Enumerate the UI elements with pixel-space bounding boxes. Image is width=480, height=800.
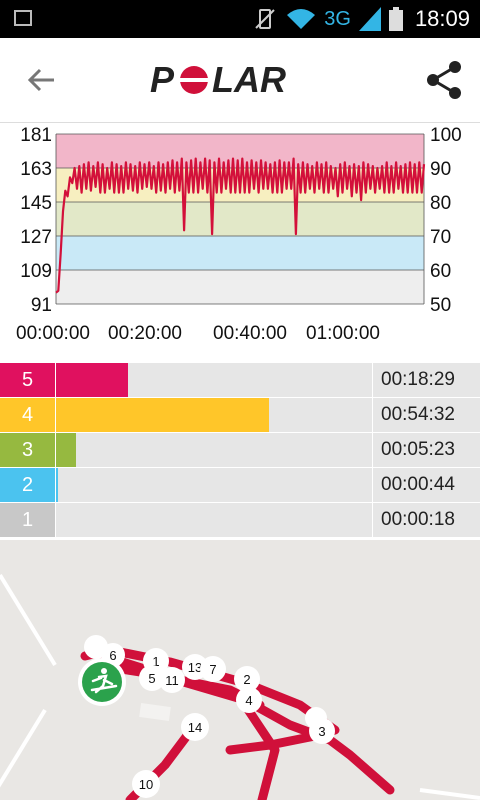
svg-text:5: 5 (148, 671, 155, 686)
zone-bar (55, 398, 270, 432)
y-tick-right: 100 (430, 125, 462, 146)
x-tick: 00:00:00 (16, 323, 90, 344)
zone-band-3 (56, 202, 424, 236)
svg-text:2: 2 (243, 672, 250, 687)
zone-time: 00:18:29 (372, 363, 480, 397)
zone-row-2: 2 00:00:44 (0, 468, 480, 502)
svg-text:LAR: LAR (212, 60, 286, 100)
share-icon (427, 61, 461, 99)
svg-text:6: 6 (109, 648, 116, 663)
heart-rate-chart: 181 100 163 90 145 80 127 70 109 60 91 50 00:00:00 00… (0, 122, 480, 360)
svg-text:3: 3 (318, 724, 325, 739)
zone-time: 00:00:18 (372, 503, 480, 537)
y-tick-right: 90 (430, 159, 451, 180)
map-marker-4[interactable]: 4 (236, 687, 262, 713)
status-icons: 3G 18:09 (252, 0, 470, 38)
polar-logo: P LAR (150, 59, 330, 100)
battery-icon (388, 7, 403, 31)
status-bar: 3G 18:09 (0, 0, 480, 38)
map-marker-14[interactable]: 14 (181, 713, 209, 741)
svg-text:11: 11 (165, 673, 179, 688)
svg-text:1: 1 (152, 654, 159, 669)
zone-label: 2 (0, 468, 55, 502)
gallery-notification-icon (14, 10, 32, 26)
route-map-canvas: 6 1 5 11 13 7 2 4 (0, 573, 480, 800)
svg-text:P: P (150, 60, 175, 100)
zone-row-1: 1 00:00:18 (0, 503, 480, 537)
zone-divider (55, 398, 56, 432)
svg-text:13: 13 (188, 660, 202, 675)
y-tick-right: 80 (430, 193, 451, 214)
x-tick: 01:00:00 (306, 323, 380, 344)
map-marker-3[interactable]: 3 (305, 707, 335, 744)
zone-band-2 (56, 236, 424, 270)
arrow-left-icon (27, 68, 54, 92)
y-tick-right: 50 (430, 295, 451, 316)
zone-bar (55, 433, 77, 467)
back-button[interactable] (20, 58, 64, 102)
svg-text:10: 10 (139, 777, 153, 792)
y-tick-left: 145 (20, 193, 52, 214)
route-map[interactable]: 6 1 5 11 13 7 2 4 (0, 540, 480, 800)
zone-label: 3 (0, 433, 55, 467)
app-toolbar: P LAR (0, 38, 480, 123)
zone-label: 5 (0, 363, 55, 397)
network-type: 3G (324, 7, 351, 30)
zone-divider (55, 468, 56, 502)
map-marker-11[interactable]: 11 (159, 667, 185, 693)
x-tick: 00:40:00 (213, 323, 287, 344)
vibrate-off-icon (255, 9, 275, 29)
zone-divider (55, 433, 56, 467)
map-marker-10[interactable]: 10 (132, 770, 160, 798)
zone-bar (55, 363, 128, 397)
zone-label: 1 (0, 503, 55, 537)
zone-label: 4 (0, 398, 55, 432)
zone-time: 00:05:23 (372, 433, 480, 467)
y-tick-left: 163 (20, 159, 52, 180)
zone-time: 00:00:44 (372, 468, 480, 502)
heart-rate-line (55, 157, 426, 294)
zone-band-1 (56, 270, 424, 304)
zone-time: 00:54:32 (372, 398, 480, 432)
zone-bar (55, 468, 59, 502)
map-marker-5[interactable]: 5 (139, 665, 165, 691)
y-tick-right: 70 (430, 227, 451, 248)
zone-row-5: 5 00:18:29 (0, 363, 480, 397)
svg-text:4: 4 (245, 693, 252, 708)
x-tick: 00:20:00 (108, 323, 182, 344)
zone-row-4: 4 00:54:32 (0, 398, 480, 432)
wifi-icon (287, 9, 316, 29)
y-tick-right: 60 (430, 261, 451, 282)
clock: 18:09 (414, 6, 470, 31)
zone-divider (55, 363, 56, 397)
signal-icon (358, 7, 381, 31)
y-tick-left: 181 (20, 125, 52, 146)
y-tick-left: 91 (31, 295, 52, 316)
cross-country-skier-icon[interactable] (78, 658, 126, 706)
map-marker-7[interactable]: 7 (200, 656, 226, 682)
map-marker-2[interactable]: 2 (234, 666, 260, 692)
share-button[interactable] (422, 58, 466, 102)
zone-row-3: 3 00:05:23 (0, 433, 480, 467)
svg-text:7: 7 (209, 662, 216, 677)
y-tick-left: 109 (20, 261, 52, 282)
svg-text:14: 14 (188, 720, 202, 735)
y-tick-left: 127 (20, 227, 52, 248)
zone-divider (55, 503, 56, 537)
